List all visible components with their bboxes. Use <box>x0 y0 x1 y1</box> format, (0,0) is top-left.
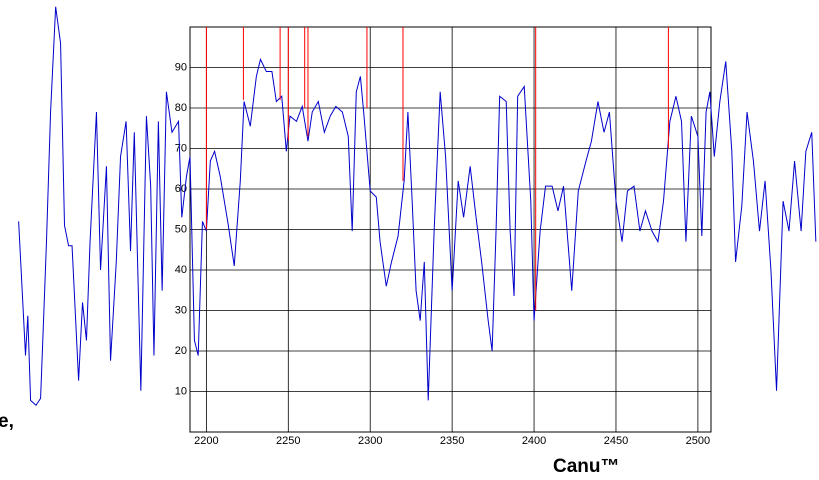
x-tick-label: 2450 <box>604 435 628 447</box>
y-tick-label: 20 <box>175 345 187 357</box>
annotation: Canu™ <box>553 456 620 477</box>
x-tick-label: 2350 <box>440 435 464 447</box>
x-tick-label: 2200 <box>194 435 218 447</box>
y-tick-label: 80 <box>175 102 187 114</box>
y-tick-label: 10 <box>175 385 187 397</box>
annotation: e, <box>0 411 14 432</box>
y-tick-label: 40 <box>175 264 187 276</box>
y-tick-label: 90 <box>175 61 187 73</box>
y-tick-label: 30 <box>175 304 187 316</box>
x-tick-label: 2400 <box>522 435 546 447</box>
x-tick-label: 2500 <box>686 435 710 447</box>
x-tick-label: 2300 <box>358 435 382 447</box>
y-tick-label: 70 <box>175 142 187 154</box>
x-tick-label: 2250 <box>276 435 300 447</box>
series-line <box>18 6 817 407</box>
y-tick-label: 50 <box>175 223 187 235</box>
